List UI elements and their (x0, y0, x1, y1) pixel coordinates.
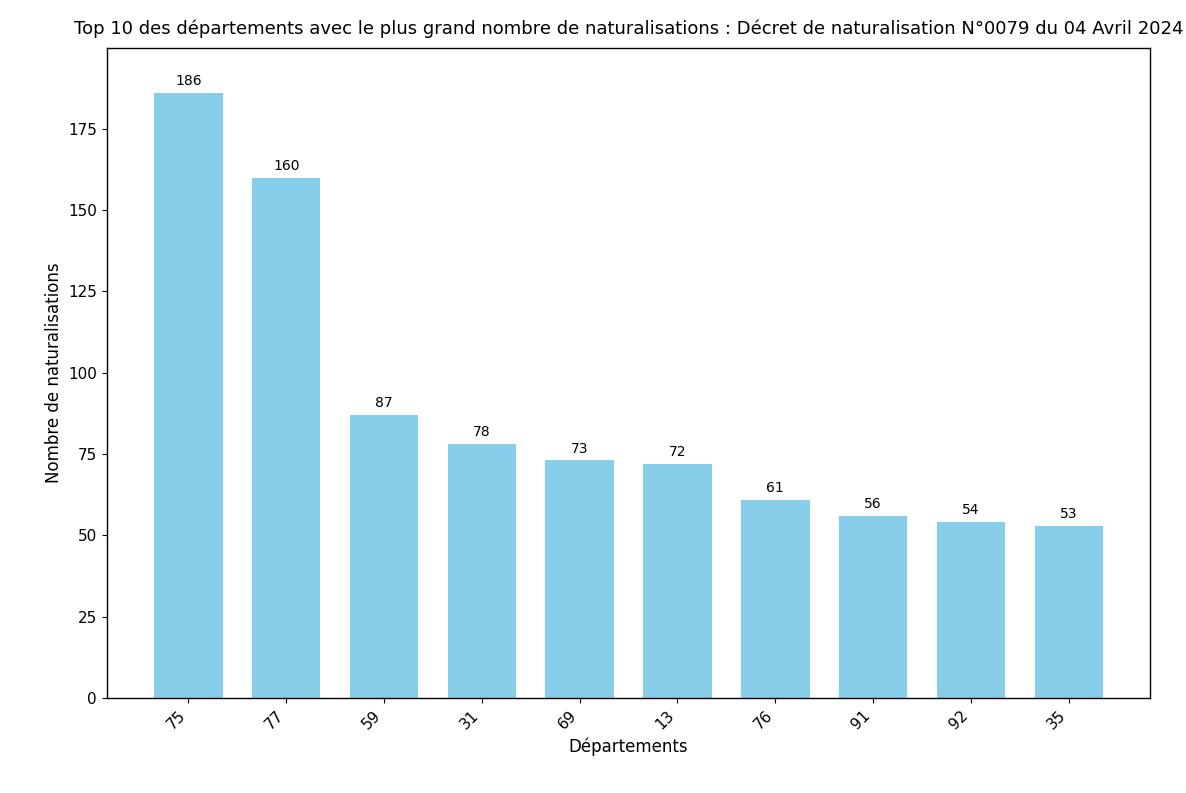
Bar (350, 415, 419, 698)
Bar (154, 93, 223, 698)
Text: 78: 78 (473, 425, 491, 439)
Bar (643, 464, 712, 698)
Text: 54: 54 (962, 504, 980, 517)
Text: 160: 160 (273, 159, 300, 173)
Text: 56: 56 (865, 497, 882, 511)
Text: 73: 73 (570, 442, 588, 456)
Bar (741, 500, 810, 698)
Y-axis label: Nombre de naturalisations: Nombre de naturalisations (45, 262, 63, 483)
Title: Top 10 des départements avec le plus grand nombre de naturalisations : Décret de: Top 10 des départements avec le plus gra… (74, 19, 1184, 38)
Bar (839, 515, 907, 698)
Bar (447, 444, 516, 698)
Bar (546, 461, 614, 698)
Text: 186: 186 (176, 75, 202, 88)
Bar (1034, 526, 1103, 698)
Bar (251, 178, 320, 698)
Text: 87: 87 (375, 396, 393, 410)
Bar (937, 523, 1006, 698)
Text: 53: 53 (1060, 507, 1078, 521)
Text: 61: 61 (766, 481, 784, 495)
X-axis label: Départements: Départements (569, 737, 688, 756)
Text: 72: 72 (669, 445, 687, 459)
